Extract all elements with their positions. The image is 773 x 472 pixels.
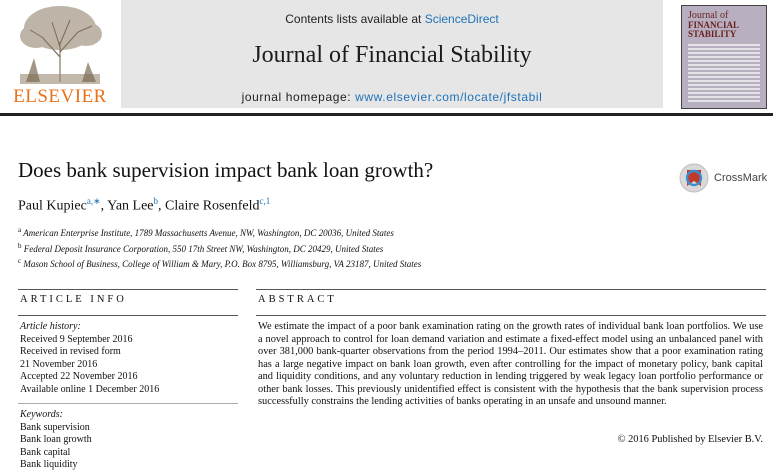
history-item: Available online 1 December 2016: [20, 383, 160, 395]
author-affil-marker[interactable]: a,∗: [86, 196, 101, 206]
contents-prefix: Contents lists available at: [285, 12, 422, 26]
crossmark-icon: [679, 163, 709, 193]
publisher-logo-text: ELSEVIER: [13, 86, 107, 107]
keyword-item: Bank supervision: [20, 421, 90, 433]
crossmark-label: CrossMark: [714, 172, 768, 184]
cover-contents-pattern: [688, 44, 760, 102]
abstract-rule-top: [256, 289, 766, 290]
article-title: Does bank supervision impact bank loan g…: [18, 158, 434, 182]
abstract-text: We estimate the impact of a poor bank ex…: [258, 321, 763, 407]
affiliation-list: a American Enterprise Institute, 1789 Ma…: [18, 224, 421, 271]
history-label: Article history:: [20, 321, 81, 332]
abstract-rule-bottom: [256, 315, 766, 316]
abstract-heading: ABSTRACT: [258, 294, 337, 305]
history-item: Received 9 September 2016: [20, 333, 133, 345]
homepage-prefix: journal homepage:: [241, 90, 352, 104]
keywords-list: Keywords: Bank supervision Bank loan gro…: [20, 409, 92, 472]
author-affil-marker[interactable]: c,1: [259, 196, 271, 206]
history-item: 21 November 2016: [20, 358, 98, 370]
contents-available: Contents lists available at ScienceDirec…: [121, 12, 663, 26]
affiliation-item: b Federal Deposit Insurance Corporation,…: [18, 241, 384, 254]
keyword-item: Bank capital: [20, 446, 71, 458]
author-list: Paul Kupieca,∗, Yan Leeb, Claire Rosenfe…: [18, 196, 271, 214]
journal-title: Journal of Financial Stability: [252, 42, 532, 68]
copyright-notice: © 2016 Published by Elsevier B.V.: [617, 434, 763, 445]
keyword-item: Bank liquidity: [20, 459, 78, 471]
history-item: Accepted 22 November 2016: [20, 371, 138, 383]
cover-title-line1: Journal of: [688, 10, 729, 21]
article-history: Article history: Received 9 September 20…: [20, 321, 159, 397]
affiliation-item: c Mason School of Business, College of W…: [18, 257, 422, 269]
cover-title-line2: FINANCIAL STABILITY: [688, 20, 739, 39]
journal-cover-thumbnail[interactable]: Journal of FINANCIAL STABILITY: [681, 5, 767, 109]
journal-header-band: [121, 0, 663, 108]
author-name: Paul Kupiec: [18, 198, 87, 214]
article-info-heading: ARTICLE INFO: [20, 294, 127, 305]
author-name: Claire Rosenfeld: [165, 198, 260, 214]
author-name: Yan Lee: [107, 198, 154, 214]
keywords-divider: [18, 403, 238, 404]
keywords-label: Keywords:: [20, 409, 63, 420]
author-affil-marker[interactable]: b: [153, 196, 159, 206]
crossmark-button[interactable]: CrossMark: [678, 162, 770, 196]
history-item: Received in revised form: [20, 346, 121, 358]
elsevier-tree-icon: [12, 2, 108, 86]
journal-homepage: journal homepage: www.elsevier.com/locat…: [121, 90, 663, 104]
affiliation-item: a American Enterprise Institute, 1789 Ma…: [18, 226, 394, 238]
article-info-rule-bottom: [18, 315, 238, 316]
keyword-item: Bank loan growth: [20, 434, 92, 446]
article-info-rule-top: [18, 289, 238, 290]
elsevier-logo: ELSEVIER: [6, 2, 114, 108]
homepage-link[interactable]: www.elsevier.com/locate/jfstabil: [355, 90, 543, 104]
header-rule: [0, 113, 773, 116]
sciencedirect-link[interactable]: ScienceDirect: [424, 12, 499, 26]
